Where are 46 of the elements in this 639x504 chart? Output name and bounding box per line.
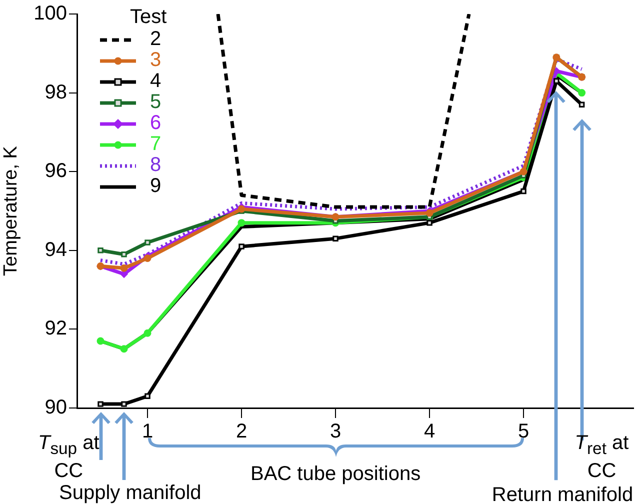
x-tick-label: 5 xyxy=(518,420,530,443)
y-tick-label: 94 xyxy=(44,238,67,261)
point xyxy=(520,188,526,194)
x-tick-label: 3 xyxy=(330,420,342,443)
point xyxy=(426,220,432,226)
text: BAC tube positions xyxy=(250,463,421,485)
point xyxy=(121,401,127,407)
point xyxy=(554,78,560,84)
y-tick-label: 96 xyxy=(44,160,67,182)
point xyxy=(238,219,246,227)
point xyxy=(120,345,128,353)
legend-label: 7 xyxy=(150,133,162,156)
legend-label: 4 xyxy=(150,70,162,93)
legend-label: 8 xyxy=(150,154,162,177)
point xyxy=(98,248,104,254)
point xyxy=(121,251,127,258)
text: T$_{ret}$ at CC xyxy=(574,432,629,482)
point xyxy=(144,254,152,262)
legend-title: Test xyxy=(130,6,167,29)
y-tick-label: 92 xyxy=(44,318,67,340)
point xyxy=(120,264,128,272)
legend-label: 6 xyxy=(150,112,162,135)
x-tick-label: 4 xyxy=(424,420,436,443)
text: Return manifold xyxy=(492,484,634,504)
text: Supply manifold xyxy=(59,482,202,504)
point xyxy=(238,244,244,250)
legend-label: 2 xyxy=(150,28,162,51)
y-tick-label: 98 xyxy=(44,81,67,104)
x-tick-label: 2 xyxy=(236,420,248,443)
point xyxy=(144,393,150,400)
legend-label: 9 xyxy=(150,175,162,198)
point xyxy=(96,337,104,345)
legend-label: 5 xyxy=(150,91,162,114)
point xyxy=(98,401,104,407)
point xyxy=(332,236,338,242)
point xyxy=(144,329,152,337)
point xyxy=(578,102,585,108)
y-tick-label: 90 xyxy=(44,396,67,419)
legend-label: 3 xyxy=(150,49,162,72)
y-axis-title: Temperature, K xyxy=(0,146,22,276)
x-tick-label: 1 xyxy=(142,420,154,443)
point xyxy=(578,89,586,97)
text: T$_{sup}$ at CC xyxy=(38,432,100,482)
point xyxy=(426,209,434,217)
y-tick-label: 100 xyxy=(34,2,67,25)
point xyxy=(144,240,150,246)
